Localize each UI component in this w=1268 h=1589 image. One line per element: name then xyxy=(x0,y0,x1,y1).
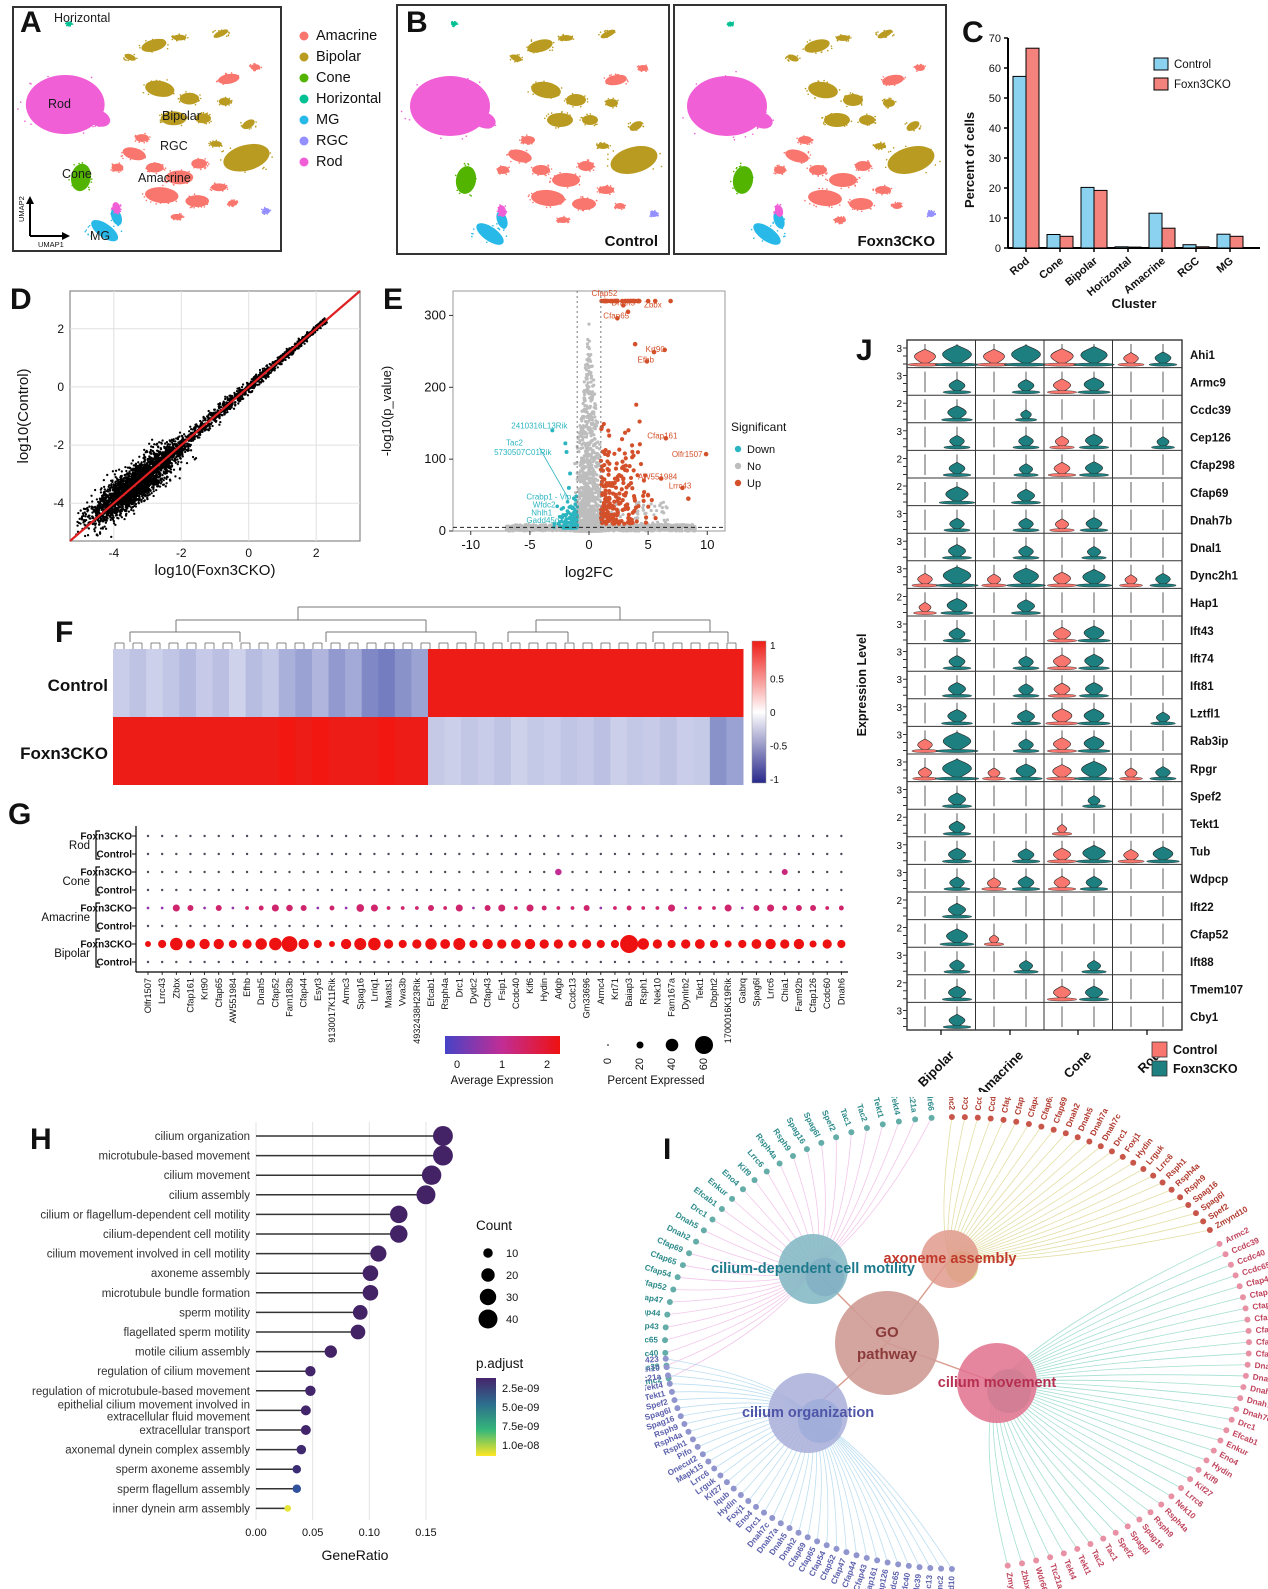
panel-f: F Control Foxn3CKO 1 0.5 0 -0.5 -1 xyxy=(8,593,808,795)
svg-text:-4: -4 xyxy=(53,496,64,510)
svg-text:RGC: RGC xyxy=(1175,255,1201,280)
panel-e: E Cfap52 Dnah5 Zbbx Cfap65 Krt90 Efhb Cfap161 O… xyxy=(375,279,803,587)
svg-text:2: 2 xyxy=(57,322,64,336)
violin-stack-chart: 3Ahi13Armc92Ccdc393Cep1262Cfap2982Cfap69… xyxy=(855,339,1243,1092)
svg-text:MG: MG xyxy=(316,112,339,128)
svg-text:0: 0 xyxy=(245,546,252,560)
svg-text:MG: MG xyxy=(90,229,110,243)
svg-text:Percent of cells: Percent of cells xyxy=(962,112,977,208)
correlation-scatter-chart: -4 -2 0 2-4-202log10(Foxn3CKO)log10(Control… xyxy=(15,290,361,579)
svg-text:MG: MG xyxy=(1215,255,1236,276)
dotplot-chart: Foxn3CKOControlFoxn3CKOControlFoxn3CKOCo… xyxy=(41,826,848,1087)
svg-text:30: 30 xyxy=(989,153,1001,165)
svg-text:RGC: RGC xyxy=(160,139,188,153)
svg-text:UMAP2: UMAP2 xyxy=(17,196,26,222)
svg-text:-2: -2 xyxy=(176,546,187,560)
svg-text:20: 20 xyxy=(989,183,1001,195)
svg-text:Rod: Rod xyxy=(316,154,343,170)
svg-text:Cluster: Cluster xyxy=(1112,296,1157,311)
svg-text:-4: -4 xyxy=(109,546,120,560)
panel-j-letter: J xyxy=(856,334,873,367)
svg-text:UMAP1: UMAP1 xyxy=(38,240,64,249)
svg-text:Cone: Cone xyxy=(1037,255,1066,282)
umap-split-chart: Control Foxn3CKO xyxy=(396,4,947,255)
svg-text:Amacrine: Amacrine xyxy=(316,28,377,44)
svg-text:Horizontal: Horizontal xyxy=(54,11,110,25)
svg-text:50: 50 xyxy=(989,93,1001,105)
svg-text:-2: -2 xyxy=(53,438,64,452)
svg-text:Control: Control xyxy=(605,233,658,250)
svg-text:Cone: Cone xyxy=(316,70,351,86)
svg-text:70: 70 xyxy=(989,33,1001,45)
panel-f-letter: F xyxy=(55,616,74,649)
svg-text:0: 0 xyxy=(57,380,64,394)
panel-a: A Horizontal Rod Bipolar RGC Cone Amacrine MG U… xyxy=(12,6,396,256)
svg-text:40: 40 xyxy=(989,123,1001,135)
panel-b-letter: B xyxy=(406,6,428,39)
svg-text:Foxn3CKO: Foxn3CKO xyxy=(1174,79,1231,91)
umap-all-chart: Horizontal Rod Bipolar RGC Cone Amacrine MG UMA… xyxy=(12,6,381,252)
panel-h-letter: H xyxy=(30,1123,52,1156)
svg-text:10: 10 xyxy=(989,213,1001,225)
panel-g-letter: G xyxy=(8,798,32,831)
panel-c-letter: C xyxy=(962,16,984,49)
svg-text:60: 60 xyxy=(989,63,1001,75)
panel-e-letter: E xyxy=(383,283,404,316)
panel-b: B Control Foxn3CKO xyxy=(396,4,948,256)
svg-text:Amacrine: Amacrine xyxy=(138,171,191,185)
svg-text:Bipolar: Bipolar xyxy=(162,109,201,123)
svg-text:Foxn3CKO: Foxn3CKO xyxy=(857,233,935,250)
svg-text:Horizontal: Horizontal xyxy=(316,91,381,107)
go-network-chart: GOpathwayArmc2Ccdc39Ccdc40Ccdc65Cfap43Cf… xyxy=(645,1097,1268,1589)
panel-d-letter: D xyxy=(10,283,32,316)
svg-text:Rod: Rod xyxy=(48,97,71,111)
panel-c: C 0 10 20 30 40 50 60 70 Rod Cone Bipolar Horizonta… xyxy=(958,10,1268,312)
svg-text:Control: Control xyxy=(1174,59,1211,71)
svg-text:Rod: Rod xyxy=(1008,255,1032,278)
svg-text:0: 0 xyxy=(995,243,1001,255)
panel-j: J 3 Ahi1 3 Armc9 2 Ccdc39 3 Cep126 2 Cfap298 2 Cfap… xyxy=(852,330,1268,1093)
svg-text:RGC: RGC xyxy=(316,133,348,149)
svg-text:Cone: Cone xyxy=(62,167,92,181)
panel-g: G Foxn3CKO Control Foxn3CKO Control Foxn3CKO… xyxy=(8,796,856,1104)
svg-text:2: 2 xyxy=(313,546,320,560)
svg-text:Bipolar: Bipolar xyxy=(316,49,361,65)
panel-i: I GO pathway Armc2 Ccdc39 Ccdc40 Ccdc65 Cfap43… xyxy=(645,1097,1268,1589)
panel-a-letter: A xyxy=(20,6,42,39)
panel-d: D -4 -2 0 2 -4 -2 0 2 log10(Foxn3CKO) log10(Contr… xyxy=(8,283,372,585)
panel-h: H 0.00 0.05 0.10 0.15 cilium organization mic… xyxy=(18,1096,648,1588)
panel-i-letter: I xyxy=(663,1133,672,1166)
